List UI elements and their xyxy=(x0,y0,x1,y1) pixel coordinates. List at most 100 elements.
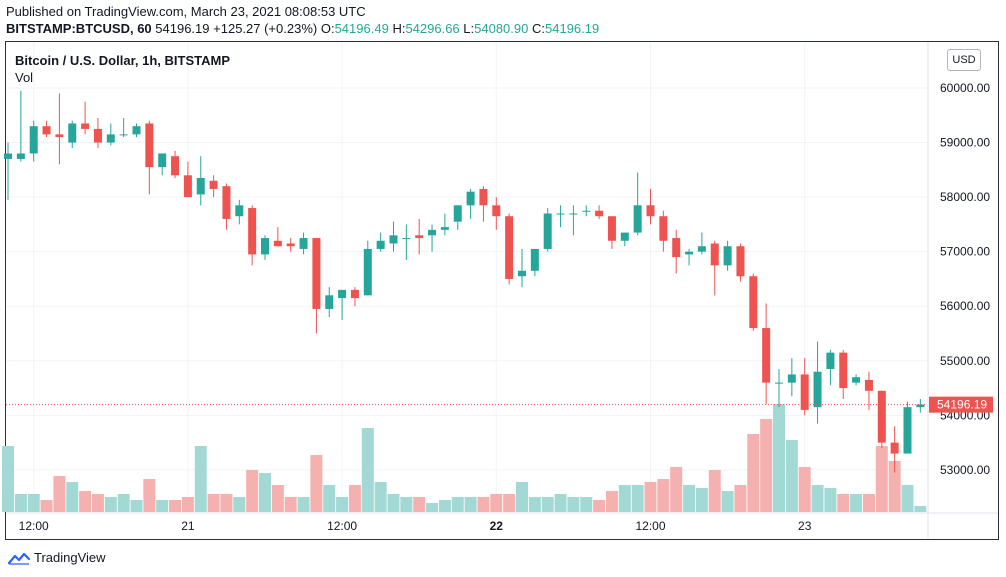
price-tick-label: 58000.00 xyxy=(940,190,990,204)
symbol-name: BITSTAMP:BTCUSD, 60 xyxy=(6,21,152,36)
candle-up xyxy=(543,208,552,252)
chart-frame[interactable] xyxy=(5,41,999,540)
volume-bar xyxy=(888,461,901,512)
candle-up xyxy=(685,248,694,266)
candle-body xyxy=(749,276,758,329)
chart-grid xyxy=(6,42,927,512)
volume-bar xyxy=(284,497,297,512)
price-tick-label: 60000.00 xyxy=(940,81,990,95)
volume-bar xyxy=(336,497,349,512)
candle-body xyxy=(890,442,899,454)
candle-body xyxy=(350,289,359,299)
volume-bar xyxy=(2,446,14,512)
volume-bar xyxy=(541,497,554,512)
volume-bar xyxy=(387,494,400,512)
candle-body xyxy=(710,243,719,266)
volume-bar xyxy=(516,482,528,512)
volume-bar xyxy=(220,494,233,512)
close-value: 54196.19 xyxy=(545,21,600,36)
candle-up xyxy=(466,188,475,219)
price-tick-label: 53000.00 xyxy=(940,463,990,477)
volume-bar xyxy=(246,470,259,512)
volume-bar xyxy=(361,428,374,512)
candle-body xyxy=(582,210,591,212)
price-tick-label: 55000.00 xyxy=(940,354,990,368)
volume-bar xyxy=(721,491,734,512)
candle-body xyxy=(595,210,604,217)
volume-bar xyxy=(593,500,606,512)
volume-bar xyxy=(567,497,580,512)
candle-down xyxy=(479,186,488,222)
candle-body xyxy=(286,243,295,247)
candle-down xyxy=(877,390,886,449)
candle-down xyxy=(505,213,514,285)
candle-down xyxy=(273,227,282,247)
volume-bar xyxy=(464,497,477,512)
candle-down xyxy=(222,183,231,230)
candle-down xyxy=(415,218,424,255)
candle-body xyxy=(556,213,565,215)
volume-bar xyxy=(233,497,246,512)
tradingview-logo-icon xyxy=(8,552,30,565)
candle-up xyxy=(620,232,629,247)
high-label: H: xyxy=(392,21,406,36)
candle-body xyxy=(530,248,539,271)
candle-body xyxy=(518,270,526,277)
candle-down xyxy=(145,120,154,195)
volume-bar xyxy=(79,491,92,512)
volume-bar xyxy=(528,497,541,512)
price-tick-label: 57000.00 xyxy=(940,245,990,259)
footer-branding[interactable]: TradingView xyxy=(8,550,106,565)
candle-up xyxy=(697,232,706,255)
candle-body xyxy=(813,371,822,408)
candle-up xyxy=(826,349,835,386)
candle-up xyxy=(916,398,925,413)
volume-bar xyxy=(914,506,927,512)
candle-up xyxy=(813,341,822,424)
candle-body xyxy=(16,153,25,159)
candle-body xyxy=(685,251,694,255)
volume-bar xyxy=(438,500,451,512)
volume-bar xyxy=(271,485,284,512)
volume-bar xyxy=(580,497,593,512)
candle-up xyxy=(16,90,25,162)
candle-down xyxy=(607,216,616,249)
candle-body xyxy=(775,382,783,384)
volume-bar xyxy=(811,485,824,512)
candle-body xyxy=(543,213,552,249)
volume-bar xyxy=(554,494,567,512)
candle-body xyxy=(723,246,732,266)
candle-up xyxy=(363,240,372,296)
volume-bar xyxy=(53,476,66,512)
candle-up xyxy=(582,205,591,217)
candle-body xyxy=(389,235,398,244)
volume-bar xyxy=(426,503,439,512)
candle-body xyxy=(620,232,629,241)
candle-body xyxy=(697,246,706,252)
volume-bar xyxy=(708,470,721,512)
candle-body xyxy=(440,227,449,230)
candle-body xyxy=(312,238,321,309)
candle-down xyxy=(42,120,51,138)
currency-button[interactable]: USD xyxy=(947,49,981,71)
volume-bar xyxy=(310,455,323,512)
candle-body xyxy=(68,123,77,143)
candle-down xyxy=(749,273,758,331)
candle-body xyxy=(273,240,282,247)
candle-body xyxy=(646,205,655,217)
candle-down xyxy=(171,150,180,179)
candle-body xyxy=(453,205,462,222)
candle-up xyxy=(518,248,526,288)
candle-down xyxy=(183,161,192,198)
volume-bar xyxy=(91,494,104,512)
volume-bar xyxy=(207,494,220,512)
candle-body xyxy=(93,128,102,143)
candle-body xyxy=(736,246,745,277)
candle-body xyxy=(864,379,873,391)
candle-body xyxy=(55,134,64,138)
volume-bars xyxy=(2,404,927,512)
candle-body xyxy=(183,175,192,198)
volume-bar xyxy=(503,494,516,512)
candle-body xyxy=(29,126,38,154)
